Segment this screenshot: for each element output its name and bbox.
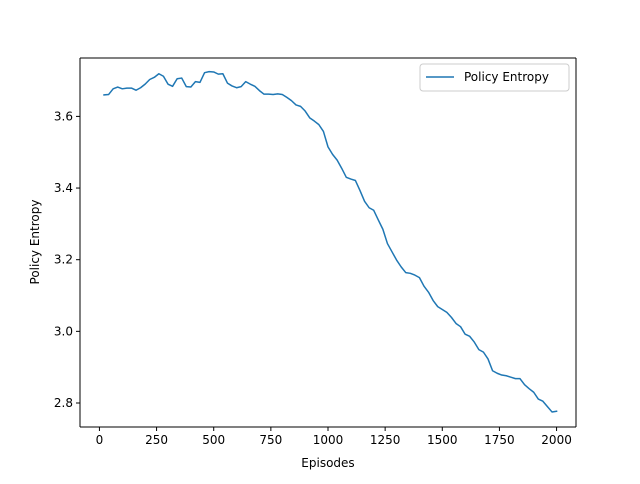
y-tick-label: 3.6 <box>54 109 73 123</box>
legend-label: Policy Entropy <box>464 70 549 84</box>
x-tick-label: 2000 <box>541 433 572 447</box>
legend-frame <box>419 63 570 92</box>
x-tick-label: 1000 <box>313 433 344 447</box>
x-tick-label: 1500 <box>427 433 458 447</box>
x-tick-label: 0 <box>96 433 104 447</box>
legend: Policy Entropy <box>419 63 570 92</box>
x-tick-label: 1250 <box>370 433 401 447</box>
x-tick-label: 250 <box>145 433 168 447</box>
series-layer <box>103 70 558 413</box>
x-axis-ticks: 0 250 500 750 1000 1250 1500 1750 2000 <box>96 427 572 447</box>
y-tick-label: 3.4 <box>54 181 73 195</box>
x-tick-label: 750 <box>259 433 282 447</box>
y-axis-label: Policy Entropy <box>28 200 42 285</box>
y-tick-label: 3.0 <box>54 324 73 338</box>
plot-area <box>80 58 576 427</box>
y-tick-label: 3.2 <box>54 253 73 267</box>
series-line-policy-entropy <box>103 70 558 413</box>
x-axis-label: Episodes <box>301 456 354 470</box>
x-tick-label: 500 <box>202 433 225 447</box>
y-axis-ticks: 2.8 3.0 3.2 3.4 3.6 <box>54 109 80 410</box>
x-tick-label: 1750 <box>484 433 515 447</box>
y-tick-label: 2.8 <box>54 396 73 410</box>
